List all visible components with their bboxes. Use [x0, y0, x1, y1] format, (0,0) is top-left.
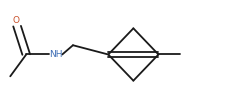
Text: NH: NH — [49, 50, 62, 59]
Text: O: O — [12, 16, 19, 25]
